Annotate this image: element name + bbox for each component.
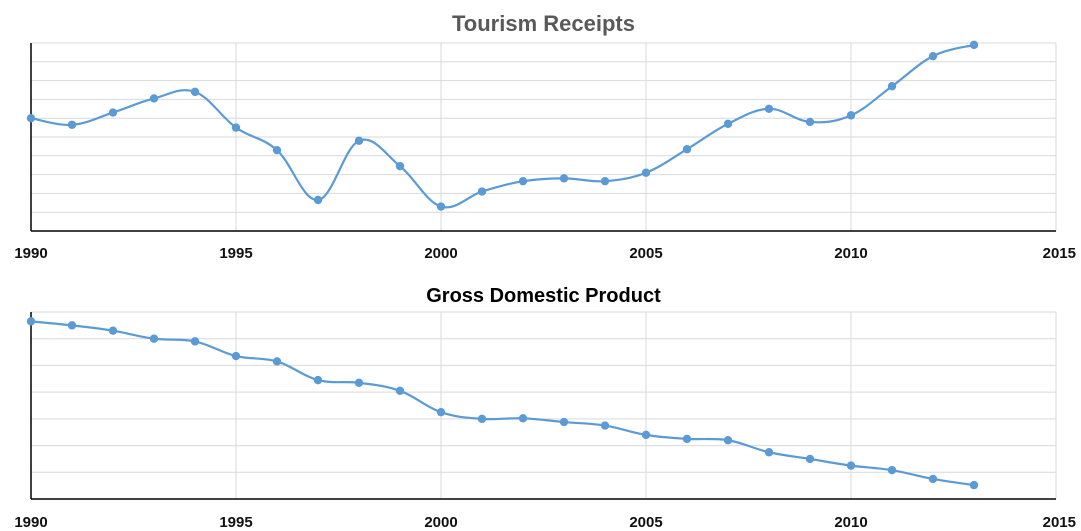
- data-point: [723, 436, 733, 445]
- x-tick-label: 1990: [14, 514, 47, 531]
- data-point: [805, 117, 815, 127]
- data-point: [928, 51, 938, 61]
- series-line: [30, 43, 975, 209]
- data-point: [67, 120, 77, 129]
- data-point: [559, 174, 569, 183]
- data-point: [928, 474, 938, 484]
- x-tick-label: 2005: [629, 245, 662, 262]
- data-point: [969, 40, 979, 50]
- data-point: [477, 414, 487, 424]
- x-tick-label: 2005: [629, 514, 662, 531]
- data-point: [272, 145, 282, 155]
- data-point: [231, 351, 241, 361]
- x-tick-label: 1995: [219, 245, 252, 262]
- chart-title: Gross Domestic Product: [426, 285, 661, 307]
- data-point: [764, 104, 774, 114]
- data-point: [518, 414, 528, 423]
- data-point: [190, 337, 200, 346]
- data-point: [231, 123, 241, 132]
- data-point: [149, 94, 159, 103]
- data-point: [477, 187, 487, 196]
- data-point: [559, 417, 569, 427]
- data-point: [395, 161, 405, 171]
- data-point: [436, 202, 446, 211]
- data-point: [969, 480, 979, 490]
- data-point: [805, 454, 815, 464]
- data-point: [149, 334, 159, 343]
- data-point: [764, 448, 774, 457]
- data-point: [641, 430, 651, 440]
- data-point: [190, 87, 200, 97]
- data-point: [436, 407, 446, 417]
- x-tick-label: 2015: [1043, 245, 1076, 262]
- data-point: [354, 378, 364, 387]
- data-point: [723, 119, 733, 129]
- series-line: [30, 320, 975, 487]
- data-point: [354, 136, 364, 145]
- data-point: [846, 111, 856, 120]
- data-point: [518, 176, 528, 186]
- data-point: [272, 357, 282, 366]
- data-point: [887, 82, 897, 91]
- data-point: [313, 375, 323, 385]
- data-point: [26, 114, 36, 123]
- chart-2: Gross Domestic Product 1990 1995 2000 2005 20…: [14, 285, 1076, 531]
- data-point: [887, 465, 897, 475]
- x-tick-label: 1990: [14, 245, 47, 262]
- data-point: [108, 326, 118, 335]
- data-point: [846, 461, 856, 470]
- x-tick-label: 2015: [1043, 514, 1076, 531]
- data-point: [395, 386, 405, 396]
- chart-title: Tourism Receipts: [452, 11, 635, 36]
- x-tick-label: 2000: [424, 245, 457, 262]
- data-point: [600, 421, 610, 430]
- data-point: [313, 195, 323, 205]
- data-point: [108, 108, 118, 117]
- x-tick-label: 2000: [424, 514, 457, 531]
- x-tick-label: 2010: [834, 245, 867, 262]
- data-point: [67, 321, 77, 330]
- data-point: [682, 145, 692, 154]
- data-point: [26, 317, 36, 326]
- data-point: [600, 176, 610, 186]
- chart-1: Tourism Receipts 1990 1995 2000 2005 2010 2015: [14, 11, 1076, 262]
- data-point: [682, 434, 692, 444]
- x-tick-label: 1995: [219, 514, 252, 531]
- x-tick-label: 2010: [834, 514, 867, 531]
- data-point: [641, 168, 651, 177]
